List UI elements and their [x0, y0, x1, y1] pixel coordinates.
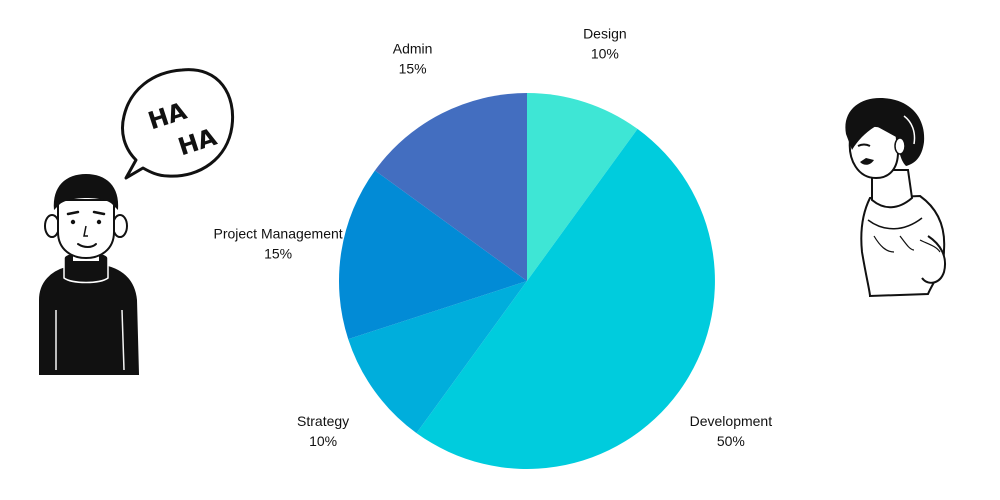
pie-slice-project-management [339, 170, 527, 340]
slice-percent-development: 50% [717, 433, 745, 449]
man-illustration: HA HA [39, 68, 235, 375]
slice-percent-design: 10% [591, 45, 619, 61]
slice-label-development: Development [690, 413, 773, 429]
pie-slice-strategy [348, 281, 527, 434]
slice-percent-project-management: 15% [264, 246, 292, 262]
pie-slice-development [416, 128, 715, 469]
slice-label-design: Design [583, 25, 627, 41]
slice-percent-strategy: 10% [309, 433, 337, 449]
slice-label-admin: Admin [393, 40, 433, 56]
pie-slice-admin [374, 93, 527, 281]
slice-label-strategy: Strategy [297, 413, 349, 429]
speech-bubble: HA HA [121, 68, 235, 180]
pie-slice-design [527, 93, 638, 281]
slice-label-project-management: Project Management [214, 226, 343, 242]
pie-labels: Design 10% Development 50% Strategy 10% Projec… [214, 25, 773, 449]
woman-illustration [845, 98, 946, 298]
pie-slices [339, 93, 715, 469]
slice-percent-admin: 15% [399, 60, 427, 76]
